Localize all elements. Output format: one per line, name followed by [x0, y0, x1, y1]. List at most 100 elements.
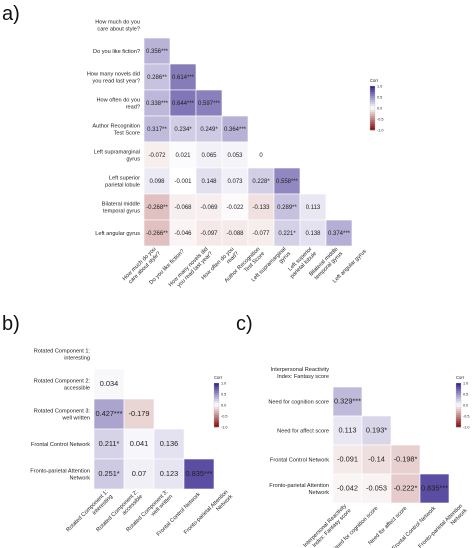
legend-tick-label: 0.5: [463, 392, 468, 396]
correlation-heatmap-b: 0.034 0.427*** -0.179 0.211* 0.041 0.136 0.251…: [30, 349, 234, 538]
legend-gradient-step: [370, 104, 375, 107]
legend-gradient-step: [214, 387, 219, 390]
heatmap-cell: [195, 89, 223, 117]
panel-label-a: a): [2, 3, 20, 25]
legend-tick-label: 0.0: [221, 403, 226, 407]
legend-gradient-step: [456, 415, 461, 418]
row-label: you read last year?: [92, 79, 140, 85]
legend-tick-label: 0.0: [463, 403, 468, 407]
cell-value-label: -0.14: [368, 455, 385, 464]
row-label: Fronto-parietal Attention: [269, 483, 329, 489]
heatmap-cell: [390, 473, 421, 504]
legend-gradient-step: [214, 393, 219, 396]
cell-value-label: 0.251*: [98, 469, 119, 478]
cell-value-label: 0.041: [130, 439, 149, 448]
legend-gradient-step: [370, 92, 375, 95]
legend-gradient-step: [370, 118, 375, 121]
legend-gradient-step: [370, 128, 375, 131]
heatmap-cell: [93, 458, 125, 490]
heatmap-cell: [153, 428, 185, 460]
heatmap-cell: [169, 219, 197, 247]
legend-gradient-step: [214, 399, 219, 402]
heatmap-cell: [390, 444, 421, 475]
legend-gradient-step: [370, 102, 375, 105]
heatmap-cell: [93, 428, 125, 460]
cell-value-label: -0.266**: [146, 231, 168, 237]
row-label: Rotated Component 3:: [34, 409, 91, 415]
cell-value-label: 0.249*: [200, 127, 218, 133]
cell-value-label: 0.364***: [224, 127, 247, 133]
cell-value-label: 0.835***: [185, 469, 212, 478]
row-label: read?: [126, 105, 140, 111]
row-label: gyrus: [126, 157, 140, 163]
legend-gradient-step: [370, 126, 375, 129]
legend-gradient-step: [214, 417, 219, 420]
heatmap-cell: [169, 115, 197, 143]
cell-value-label: 0.053: [227, 153, 243, 159]
cell-value-label: 0.034: [100, 379, 119, 388]
cell-value-label: 0.234*: [174, 127, 192, 133]
legend-gradient-step: [370, 90, 375, 93]
legend-gradient-step: [456, 385, 461, 388]
heatmap-cell: [361, 444, 392, 475]
legend-gradient-step: [214, 397, 219, 400]
heatmap-cell: [153, 458, 185, 490]
row-label: accessible: [64, 386, 90, 392]
legend-gradient-step: [370, 100, 375, 103]
legend-gradient-step: [456, 401, 461, 404]
column-label-line: Fronto-parietal Attention: [418, 503, 464, 548]
heatmap-cell: [123, 458, 155, 490]
heatmap-cell: [273, 193, 301, 221]
legend-tick-label: -1.0: [463, 425, 470, 429]
cell-value-label: -0.097: [200, 231, 218, 237]
cell-value-label: 0.427***: [95, 409, 122, 418]
row-label: parietal lobule: [105, 183, 140, 189]
heatmap-cell: [221, 141, 249, 169]
cell-value-label: 0.07: [132, 469, 146, 478]
legend-gradient-step: [214, 415, 219, 418]
row-label: How much do you: [95, 20, 140, 26]
cell-value-label: -0.222*: [394, 484, 418, 493]
legend-tick-label: 0.0: [377, 106, 382, 110]
legend-gradient-step: [370, 96, 375, 99]
legend-gradient-step: [214, 411, 219, 414]
heatmap-cell: [332, 444, 363, 475]
heatmap-cell: [299, 193, 327, 221]
heatmap-cell: [273, 167, 301, 195]
panel-label-b: b): [2, 313, 20, 335]
legend-gradient-step: [214, 405, 219, 408]
cell-value-label: -0.046: [174, 231, 192, 237]
legend-tick-label: -0.5: [463, 414, 470, 418]
row-label: well written: [61, 416, 90, 422]
heatmap-cell: [361, 473, 392, 504]
heatmap-cell: [169, 167, 197, 195]
row-label: Frontal Control Network: [270, 458, 329, 464]
cell-value-label: -0.068: [174, 205, 192, 211]
heatmap-cell: [183, 458, 215, 490]
heatmap-cell: [247, 167, 275, 195]
row-label: Network: [308, 490, 329, 496]
cell-value-label: 0.644***: [172, 101, 195, 107]
heatmap-cell: [247, 193, 275, 221]
legend-gradient-step: [370, 106, 375, 109]
legend-gradient-step: [456, 397, 461, 400]
heatmap-cell: [221, 167, 249, 195]
legend-title: Corr: [214, 375, 223, 380]
cell-value-label: 0: [259, 153, 263, 159]
cell-value-label: -0.198*: [394, 455, 418, 464]
cell-value-label: -0.077: [252, 231, 270, 237]
column-label-line: Fronto-parietal Attention: [183, 489, 229, 535]
row-label: Rotated Component 2:: [34, 379, 91, 385]
heatmap-cell: [195, 193, 223, 221]
cell-value-label: 0.098: [149, 179, 165, 185]
cell-value-label: 0.211*: [99, 439, 120, 448]
heatmap-cell: [143, 37, 171, 65]
legend-gradient-step: [214, 383, 219, 386]
legend-colorbar: [455, 382, 462, 428]
cell-value-label: -0.133: [252, 205, 270, 211]
legend-colorbar: [213, 382, 220, 428]
heatmap-cell: [195, 167, 223, 195]
row-label: temporal gyrus: [103, 209, 140, 215]
